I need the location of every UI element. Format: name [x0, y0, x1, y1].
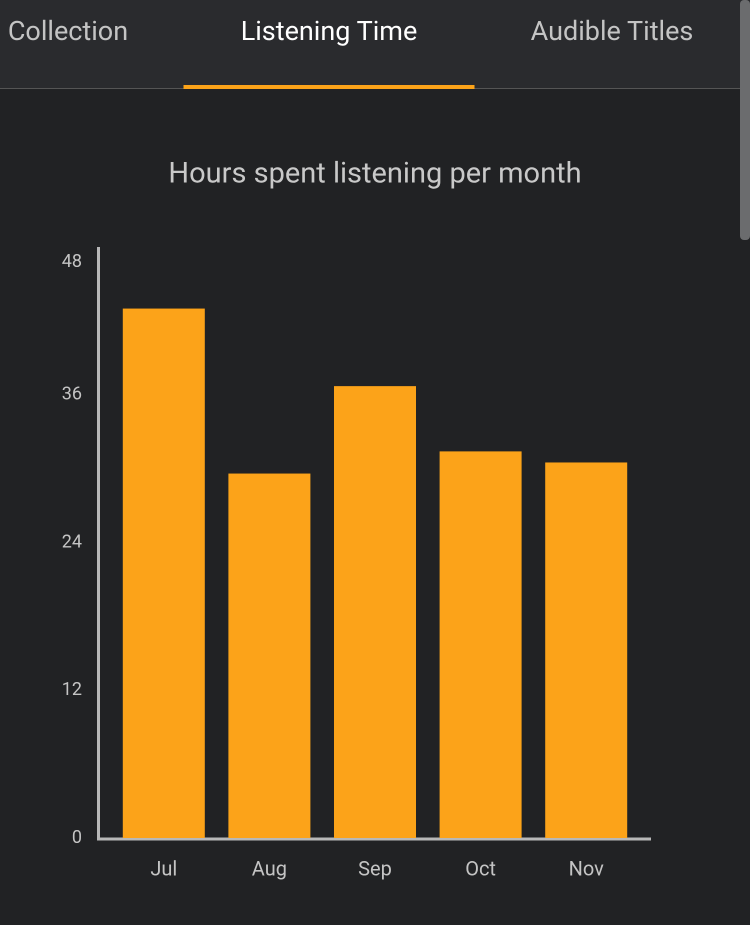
tab[interactable]: Collection [8, 15, 128, 47]
x-tick-label: Aug [252, 856, 287, 880]
x-tick-label: Oct [465, 856, 496, 880]
bar [228, 473, 311, 838]
y-tick-label: 12 [62, 679, 82, 700]
bar [439, 451, 522, 838]
bar [122, 308, 205, 838]
tab[interactable]: Audible Titles [531, 15, 694, 47]
bar [334, 386, 416, 838]
tab-indicator [183, 85, 475, 89]
x-tick-label: Nov [569, 856, 605, 880]
chart-title: Hours spent listening per month [168, 157, 581, 191]
y-tick-label: 0 [72, 827, 82, 848]
y-tick-label: 48 [62, 251, 82, 272]
y-tick-label: 36 [62, 384, 82, 405]
y-tick-label: 24 [62, 531, 82, 552]
x-tick-label: Jul [150, 856, 177, 880]
scrollbar [740, 0, 750, 240]
x-tick-label: Sep [358, 856, 392, 880]
bar [545, 462, 628, 838]
tab[interactable]: Listening Time [241, 15, 418, 47]
tab-bar [0, 0, 750, 88]
